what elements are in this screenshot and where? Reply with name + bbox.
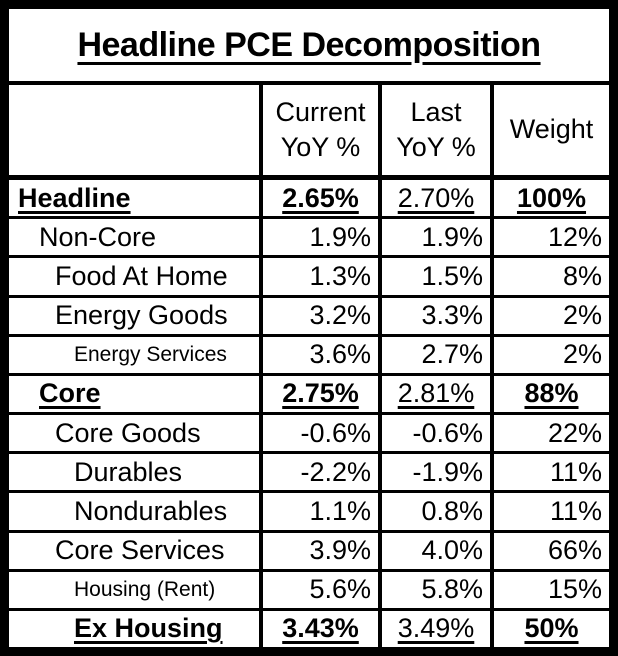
cell-current-yoy: 2.65% <box>259 180 378 217</box>
cell-current-yoy: 3.43% <box>259 610 378 647</box>
table-title: Headline PCE Decomposition <box>77 25 541 64</box>
cell-weight: 22% <box>490 415 609 452</box>
cell-weight: 2% <box>490 297 609 334</box>
cell-last-yoy: 4.0% <box>378 532 490 569</box>
cell-weight: 11% <box>490 454 609 491</box>
cell-current-yoy: 1.9% <box>259 219 378 256</box>
cell-last-yoy: 5.8% <box>378 571 490 608</box>
cell-weight: 66% <box>490 532 609 569</box>
cell-last-yoy: 3.3% <box>378 297 490 334</box>
row-label: Core <box>39 378 101 409</box>
cell-weight: 12% <box>490 219 609 256</box>
cell-weight: 100% <box>490 180 609 217</box>
cell-last-yoy: 1.9% <box>378 219 490 256</box>
column-header-current-line1: Current <box>275 96 366 127</box>
cell-weight: 88% <box>490 375 609 413</box>
column-header-weight: Weight <box>490 85 609 175</box>
table-row-energy-goods: Energy Goods 3.2% 3.3% 2% <box>9 294 609 334</box>
cell-current-yoy: 5.6% <box>259 571 378 608</box>
table-row-core: Core 2.75% 2.81% 88% <box>9 372 609 413</box>
column-header-last-yoy: Last YoY % <box>378 85 490 175</box>
row-label: Ex Housing <box>74 613 223 644</box>
table-row-energy-services: Energy Services 3.6% 2.7% 2% <box>9 333 609 373</box>
column-header-empty <box>9 85 259 175</box>
table-row-non-core: Non-Core 1.9% 1.9% 12% <box>9 216 609 256</box>
cell-last-yoy: 0.8% <box>378 493 490 530</box>
row-label: Headline <box>18 182 131 213</box>
cell-current-yoy: 3.6% <box>259 336 378 373</box>
cell-current-yoy: 1.3% <box>259 258 378 295</box>
cell-last-yoy: 2.70% <box>378 180 490 217</box>
cell-weight: 15% <box>490 571 609 608</box>
cell-current-yoy: 2.75% <box>259 375 378 413</box>
table-row-core-goods: Core Goods -0.6% -0.6% 22% <box>9 412 609 452</box>
column-header-current-yoy: Current YoY % <box>259 85 378 175</box>
row-label: Food At Home <box>55 260 228 291</box>
column-header-last-line1: Last <box>410 96 462 127</box>
table-row-nondurables: Nondurables 1.1% 0.8% 11% <box>9 490 609 530</box>
column-header-row: Current YoY % Last YoY % Weight <box>9 85 609 180</box>
cell-last-yoy: 3.49% <box>378 610 490 647</box>
cell-weight: 2% <box>490 336 609 373</box>
cell-last-yoy: 2.7% <box>378 336 490 373</box>
cell-current-yoy: -0.6% <box>259 415 378 452</box>
cell-current-yoy: -2.2% <box>259 454 378 491</box>
table-row-core-services: Core Services 3.9% 4.0% 66% <box>9 529 609 569</box>
row-label: Housing (Rent) <box>74 577 216 601</box>
table-row-durables: Durables -2.2% -1.9% 11% <box>9 451 609 491</box>
row-label: Non-Core <box>39 221 157 252</box>
table-row-headline: Headline 2.65% 2.70% 100% <box>9 180 609 217</box>
table-row-food-at-home: Food At Home 1.3% 1.5% 8% <box>9 255 609 295</box>
row-label: Core Services <box>55 535 225 566</box>
cell-weight: 11% <box>490 493 609 530</box>
table-body: Headline 2.65% 2.70% 100% Non-Core 1.9% … <box>9 180 609 647</box>
row-label: Durables <box>74 456 183 487</box>
cell-last-yoy: 1.5% <box>378 258 490 295</box>
cell-current-yoy: 1.1% <box>259 493 378 530</box>
column-header-current-line2: YoY % <box>280 132 361 162</box>
cell-last-yoy: 2.81% <box>378 375 490 413</box>
cell-current-yoy: 3.9% <box>259 532 378 569</box>
row-label: Energy Goods <box>55 300 228 331</box>
cell-last-yoy: -1.9% <box>378 454 490 491</box>
table-row-ex-housing: Ex Housing 3.43% 3.49% 50% <box>9 607 609 647</box>
table-row-housing-rent: Housing (Rent) 5.6% 5.8% 15% <box>9 568 609 608</box>
cell-weight: 50% <box>490 610 609 647</box>
row-label: Core Goods <box>55 417 201 448</box>
table-title-row: Headline PCE Decomposition <box>9 9 609 85</box>
cell-current-yoy: 3.2% <box>259 297 378 334</box>
cell-last-yoy: -0.6% <box>378 415 490 452</box>
cell-weight: 8% <box>490 258 609 295</box>
row-label: Energy Services <box>74 342 227 366</box>
column-header-last-line2: YoY % <box>396 132 476 162</box>
row-label: Nondurables <box>74 495 228 526</box>
